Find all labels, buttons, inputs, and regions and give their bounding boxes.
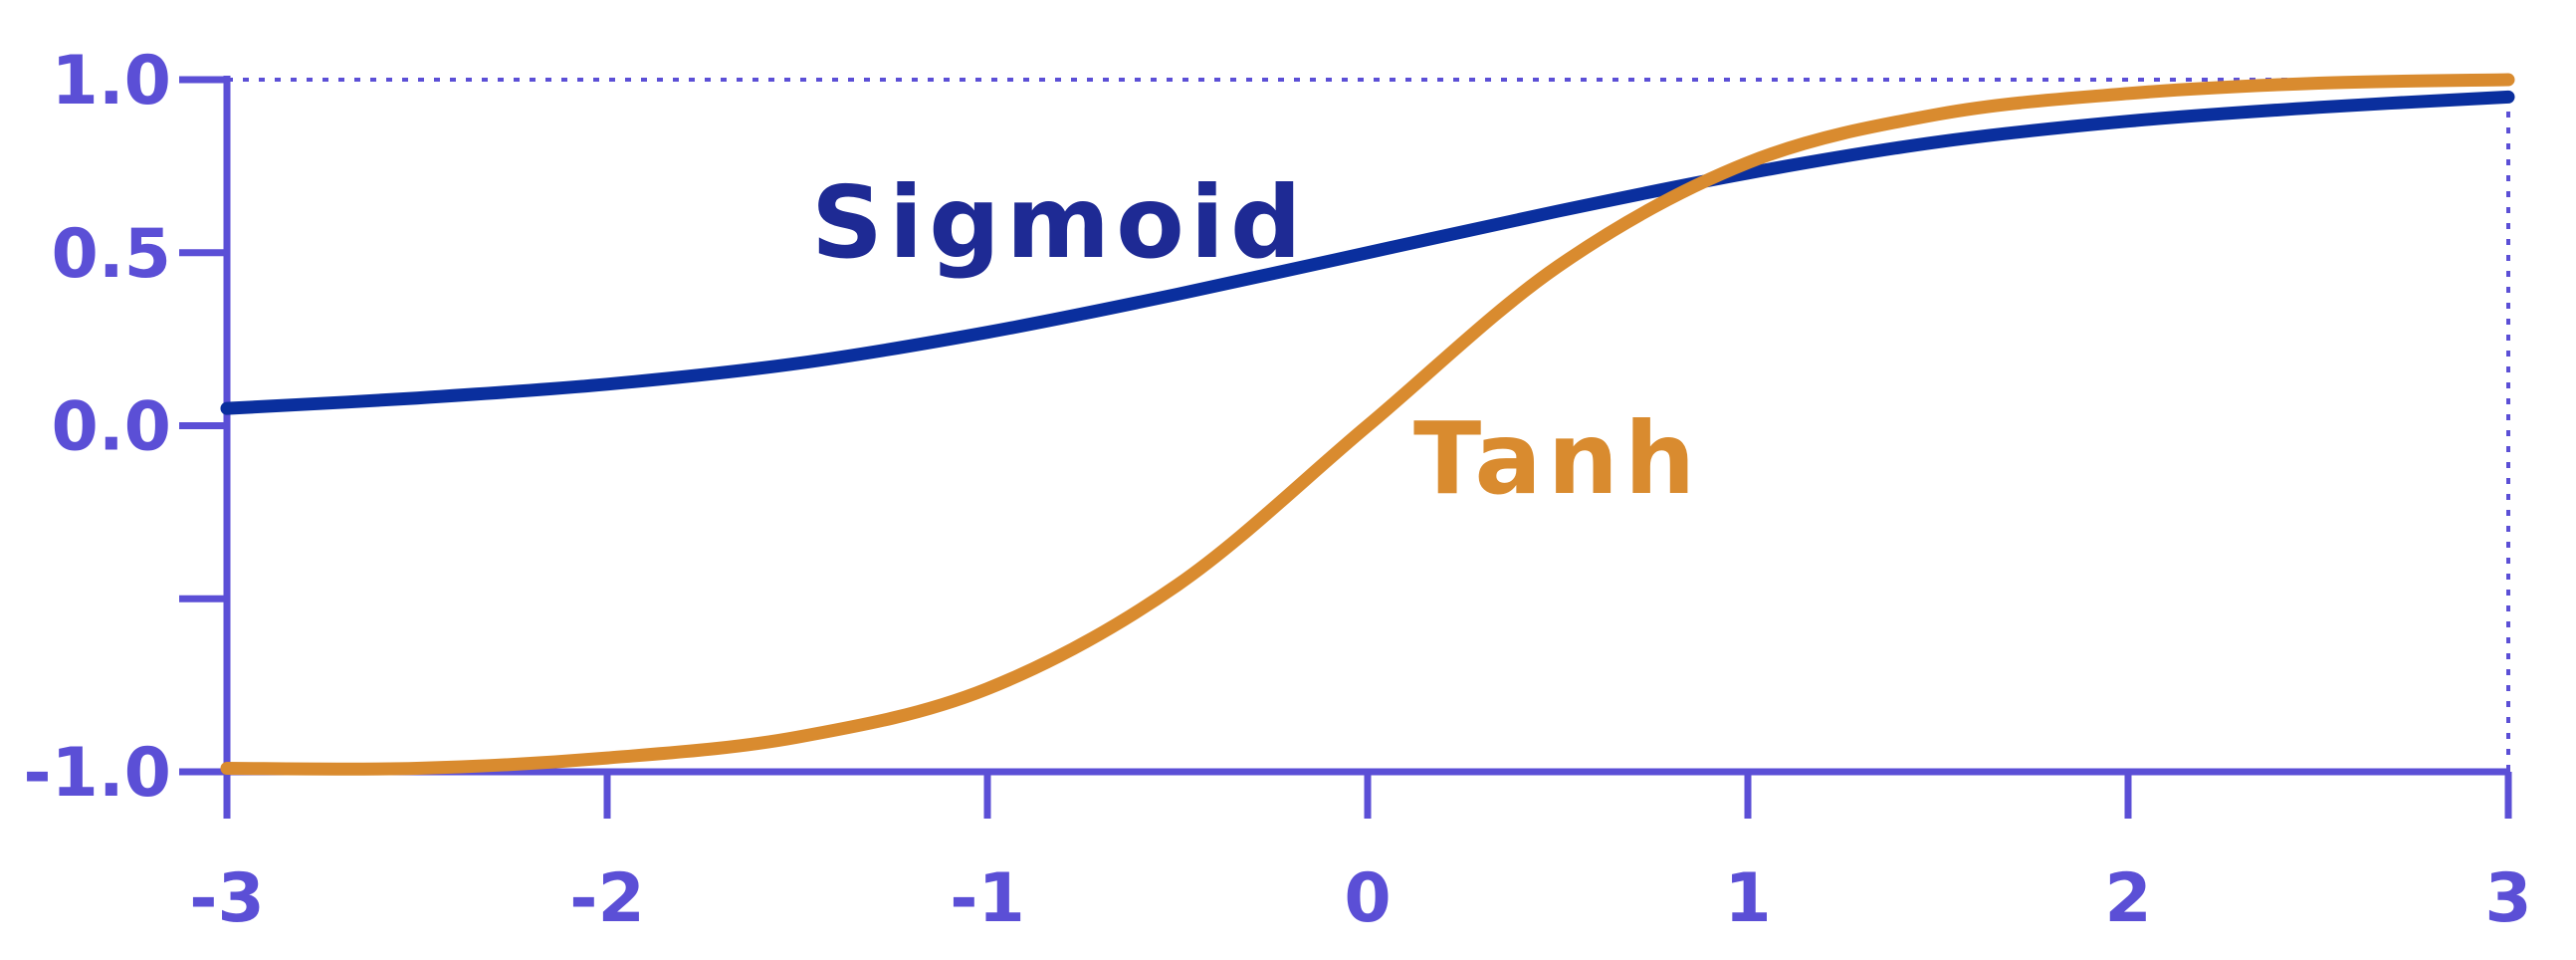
- x-tick-label: 1: [1724, 859, 1771, 938]
- x-tick-label: 0: [1344, 859, 1391, 938]
- x-ticks: -3 -2 -1 0 1 2 3: [189, 772, 2532, 938]
- y-tick-label: -1.0: [23, 734, 171, 813]
- x-tick-label: 2: [2104, 859, 2151, 938]
- y-tick-label: 0.5: [52, 215, 171, 294]
- x-tick-label: -2: [569, 859, 645, 938]
- sigmoid-label: Sigmoid: [811, 164, 1308, 281]
- y-tick-label: 1.0: [52, 42, 171, 120]
- tanh-label: Tanh: [1413, 400, 1701, 517]
- sigmoid-series-line: [220, 90, 2515, 415]
- tanh-series-line: [220, 73, 2515, 776]
- x-tick-label: 3: [2484, 859, 2531, 938]
- y-ticks: -1.0 0.0 0.5 1.0: [23, 42, 227, 813]
- x-tick-label: -3: [189, 859, 265, 938]
- x-tick-label: -1: [950, 859, 1025, 938]
- y-tick-label: 0.0: [52, 388, 171, 467]
